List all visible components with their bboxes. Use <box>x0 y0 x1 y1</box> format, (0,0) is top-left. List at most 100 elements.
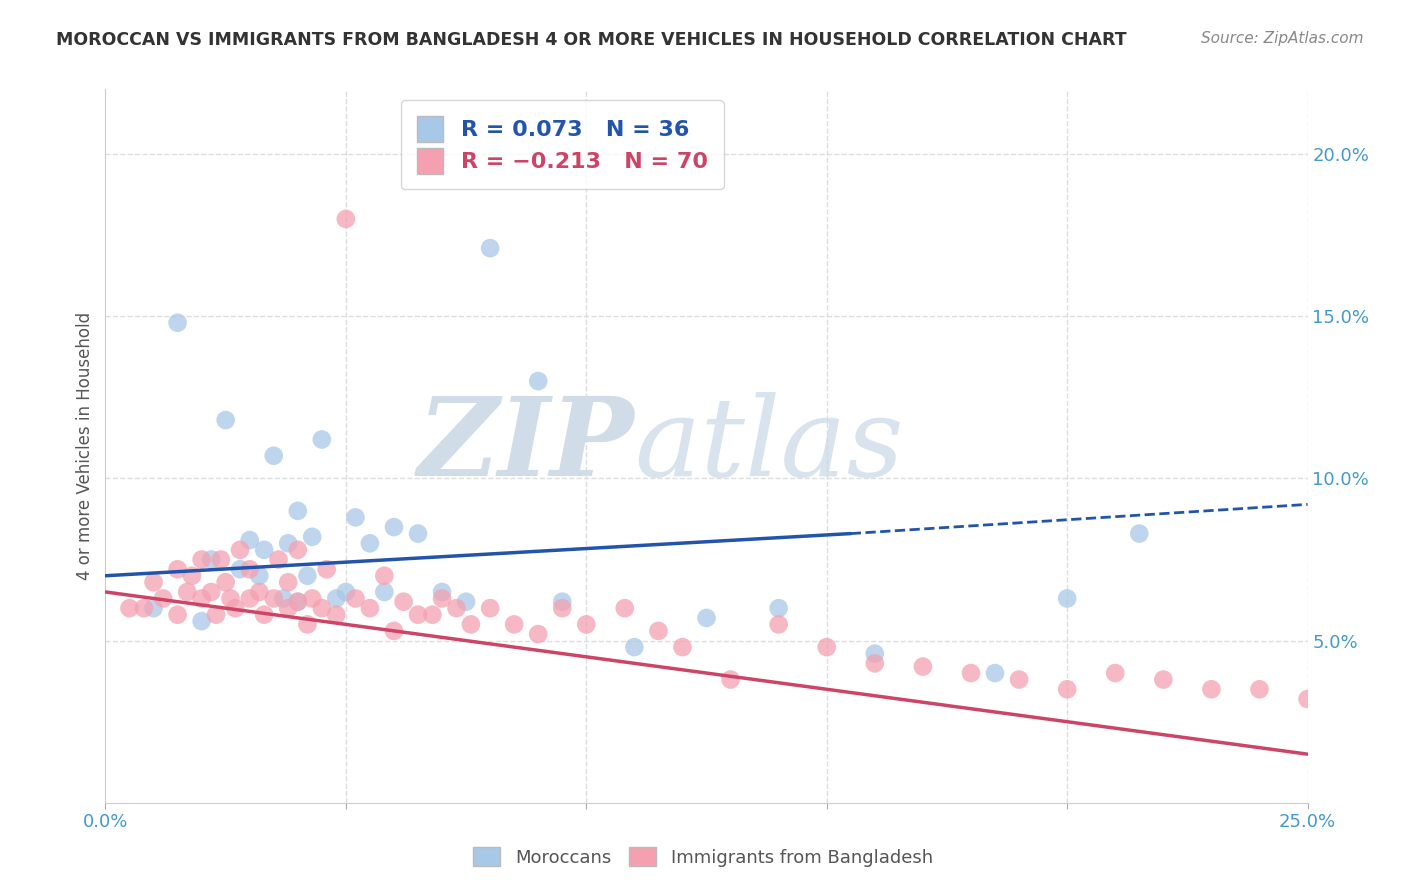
Point <box>229 542 252 557</box>
Point <box>311 433 333 447</box>
Point <box>422 607 444 622</box>
Point <box>335 211 357 226</box>
Point <box>205 607 228 622</box>
Point <box>1008 673 1031 687</box>
Point <box>344 510 367 524</box>
Point <box>253 607 276 622</box>
Point <box>1320 698 1343 713</box>
Point <box>287 595 309 609</box>
Point <box>229 562 252 576</box>
Point <box>253 542 276 557</box>
Point <box>152 591 174 606</box>
Point <box>301 591 323 606</box>
Point <box>430 591 453 606</box>
Point <box>575 617 598 632</box>
Point <box>344 591 367 606</box>
Point <box>527 627 550 641</box>
Point <box>671 640 693 654</box>
Point <box>1344 705 1367 719</box>
Point <box>382 520 405 534</box>
Point <box>239 533 262 547</box>
Point <box>277 575 299 590</box>
Y-axis label: 4 or more Vehicles in Household: 4 or more Vehicles in Household <box>76 312 94 580</box>
Point <box>277 536 299 550</box>
Point <box>190 591 212 606</box>
Point <box>335 585 357 599</box>
Point <box>190 552 212 566</box>
Point <box>239 562 262 576</box>
Point <box>359 536 381 550</box>
Point <box>325 591 347 606</box>
Point <box>359 601 381 615</box>
Point <box>911 659 934 673</box>
Point <box>214 575 236 590</box>
Point <box>287 595 309 609</box>
Point <box>200 585 222 599</box>
Point <box>446 601 468 615</box>
Point <box>142 601 165 615</box>
Point <box>623 640 645 654</box>
Point <box>1056 591 1078 606</box>
Point <box>406 607 429 622</box>
Point <box>373 568 395 582</box>
Point <box>263 449 285 463</box>
Point <box>1249 682 1271 697</box>
Point <box>392 595 415 609</box>
Point <box>479 241 502 255</box>
Point <box>263 591 285 606</box>
Point <box>960 666 983 681</box>
Point <box>768 617 790 632</box>
Text: Source: ZipAtlas.com: Source: ZipAtlas.com <box>1201 31 1364 46</box>
Point <box>768 601 790 615</box>
Point <box>166 607 188 622</box>
Point <box>166 316 188 330</box>
Point <box>479 601 502 615</box>
Text: atlas: atlas <box>634 392 904 500</box>
Point <box>200 552 222 566</box>
Point <box>315 562 337 576</box>
Point <box>551 601 574 615</box>
Text: MOROCCAN VS IMMIGRANTS FROM BANGLADESH 4 OR MORE VEHICLES IN HOUSEHOLD CORRELATI: MOROCCAN VS IMMIGRANTS FROM BANGLADESH 4… <box>56 31 1126 49</box>
Point <box>454 595 477 609</box>
Point <box>142 575 165 590</box>
Point <box>984 666 1007 681</box>
Legend: Moroccans, Immigrants from Bangladesh: Moroccans, Immigrants from Bangladesh <box>465 840 941 874</box>
Point <box>287 504 309 518</box>
Point <box>273 591 295 606</box>
Point <box>647 624 669 638</box>
Point <box>863 647 886 661</box>
Point <box>720 673 742 687</box>
Point <box>430 585 453 599</box>
Point <box>1152 673 1174 687</box>
Point <box>325 607 347 622</box>
Point <box>190 614 212 628</box>
Point <box>1296 692 1319 706</box>
Point <box>132 601 155 615</box>
Point <box>219 591 242 606</box>
Point <box>1201 682 1223 697</box>
Point <box>297 617 319 632</box>
Point <box>1392 724 1406 739</box>
Point <box>1128 526 1150 541</box>
Point <box>613 601 636 615</box>
Point <box>224 601 246 615</box>
Point <box>373 585 395 599</box>
Point <box>1056 682 1078 697</box>
Point <box>247 568 270 582</box>
Point <box>815 640 838 654</box>
Point <box>166 562 188 576</box>
Point <box>527 374 550 388</box>
Point <box>1104 666 1126 681</box>
Point <box>181 568 204 582</box>
Point <box>267 552 290 566</box>
Point <box>118 601 141 615</box>
Point <box>239 591 262 606</box>
Point <box>301 530 323 544</box>
Point <box>209 552 232 566</box>
Point <box>382 624 405 638</box>
Point <box>247 585 270 599</box>
Point <box>503 617 526 632</box>
Point <box>287 542 309 557</box>
Point <box>1368 714 1391 729</box>
Point <box>551 595 574 609</box>
